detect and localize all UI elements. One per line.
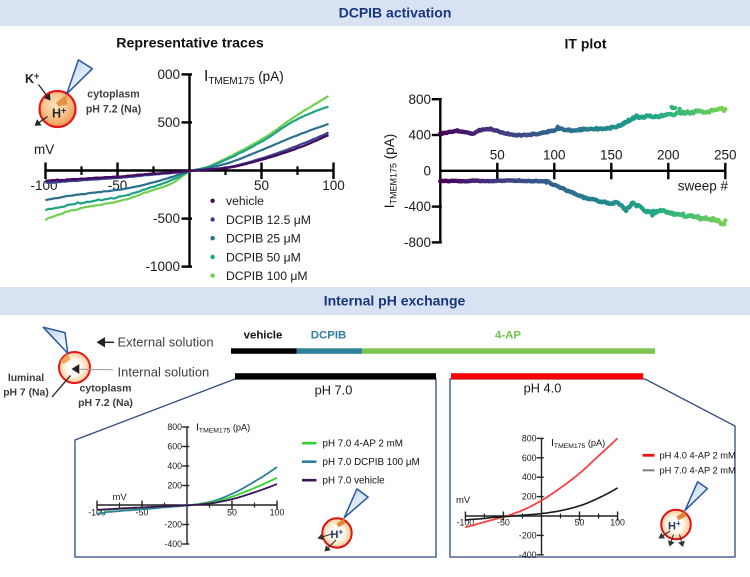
svg-text:-400: -400 bbox=[404, 199, 431, 214]
svg-text:-800: -800 bbox=[404, 235, 431, 250]
svg-text:-50: -50 bbox=[136, 508, 149, 518]
svg-text:luminal: luminal bbox=[8, 373, 44, 384]
svg-text:50: 50 bbox=[227, 508, 237, 518]
svg-text:mV: mV bbox=[456, 495, 471, 506]
svg-text:100: 100 bbox=[610, 518, 625, 528]
svg-text:600: 600 bbox=[522, 453, 537, 463]
svg-text:-200: -200 bbox=[519, 530, 537, 540]
svg-text:400: 400 bbox=[522, 472, 537, 482]
svg-text:sweep #: sweep # bbox=[678, 179, 729, 194]
svg-text:vehicle: vehicle bbox=[226, 194, 264, 208]
svg-text:cytoplasm: cytoplasm bbox=[80, 383, 132, 395]
svg-text:DCPIB: DCPIB bbox=[311, 330, 346, 342]
svg-text:800: 800 bbox=[522, 433, 537, 443]
svg-text:pH 4.0 4-AP 2 mM: pH 4.0 4-AP 2 mM bbox=[660, 451, 736, 461]
svg-text:Internal solution: Internal solution bbox=[118, 365, 210, 380]
svg-text:Internal pH exchange: Internal pH exchange bbox=[324, 293, 466, 309]
svg-text:400: 400 bbox=[408, 128, 431, 143]
svg-text:800: 800 bbox=[408, 92, 431, 107]
svg-text:200: 200 bbox=[657, 148, 680, 163]
svg-text:000: 000 bbox=[157, 67, 180, 82]
svg-text:External solution: External solution bbox=[118, 335, 214, 350]
svg-text:mV: mV bbox=[34, 142, 54, 157]
svg-text:4-AP: 4-AP bbox=[495, 330, 521, 342]
svg-text:0: 0 bbox=[423, 163, 431, 178]
svg-text:600: 600 bbox=[167, 442, 182, 452]
svg-text:pH 7.0: pH 7.0 bbox=[315, 383, 353, 398]
svg-text:-500: -500 bbox=[153, 211, 180, 226]
svg-text:pH 7.0 4-AP 2 mM: pH 7.0 4-AP 2 mM bbox=[323, 439, 403, 450]
svg-text:200: 200 bbox=[522, 492, 537, 502]
svg-text:100: 100 bbox=[543, 148, 566, 163]
svg-text:mV: mV bbox=[113, 492, 128, 503]
svg-text:250: 250 bbox=[714, 148, 737, 163]
svg-text:200: 200 bbox=[167, 481, 182, 491]
svg-text:pH 4.0: pH 4.0 bbox=[524, 381, 562, 396]
svg-text:-400: -400 bbox=[164, 539, 182, 549]
svg-text:150: 150 bbox=[600, 148, 623, 163]
svg-text:-200: -200 bbox=[164, 520, 182, 530]
svg-text:DCPIB 100 μM: DCPIB 100 μM bbox=[226, 269, 308, 283]
svg-text:pH 7.2 (Na): pH 7.2 (Na) bbox=[86, 104, 141, 116]
svg-text:50: 50 bbox=[254, 178, 269, 193]
svg-text:DCPIB 50 μM: DCPIB 50 μM bbox=[226, 250, 301, 264]
svg-text:DCPIB 25 μM: DCPIB 25 μM bbox=[226, 232, 301, 246]
svg-text:100: 100 bbox=[270, 508, 285, 518]
svg-text:pH 7.0 4-AP 2 mM: pH 7.0 4-AP 2 mM bbox=[660, 466, 736, 476]
svg-text:DCPIB 12.5 μM: DCPIB 12.5 μM bbox=[226, 213, 311, 227]
svg-text:pH 7.2 (Na): pH 7.2 (Na) bbox=[78, 397, 133, 409]
svg-text:DCPIB activation: DCPIB activation bbox=[339, 5, 452, 21]
svg-text:-100: -100 bbox=[457, 518, 475, 528]
svg-text:-50: -50 bbox=[497, 518, 510, 528]
svg-text:800: 800 bbox=[167, 422, 182, 432]
svg-text:400: 400 bbox=[167, 461, 182, 471]
svg-text:vehicle: vehicle bbox=[244, 330, 283, 342]
svg-text:50: 50 bbox=[575, 518, 585, 528]
svg-text:pH 7 (Na): pH 7 (Na) bbox=[3, 388, 49, 399]
svg-text:500: 500 bbox=[157, 115, 180, 130]
svg-text:IT plot: IT plot bbox=[565, 36, 607, 52]
svg-text:pH 7.0 DCPIB 100 μM: pH 7.0 DCPIB 100 μM bbox=[323, 457, 420, 468]
svg-text:-100: -100 bbox=[88, 508, 106, 518]
svg-text:-400: -400 bbox=[519, 550, 537, 560]
svg-text:50: 50 bbox=[490, 148, 505, 163]
svg-text:pH 7.0 vehicle: pH 7.0 vehicle bbox=[323, 476, 386, 487]
svg-text:Representative traces: Representative traces bbox=[116, 36, 264, 52]
svg-text:cytoplasm: cytoplasm bbox=[87, 89, 139, 101]
svg-text:-1000: -1000 bbox=[145, 259, 180, 274]
svg-text:100: 100 bbox=[322, 178, 345, 193]
